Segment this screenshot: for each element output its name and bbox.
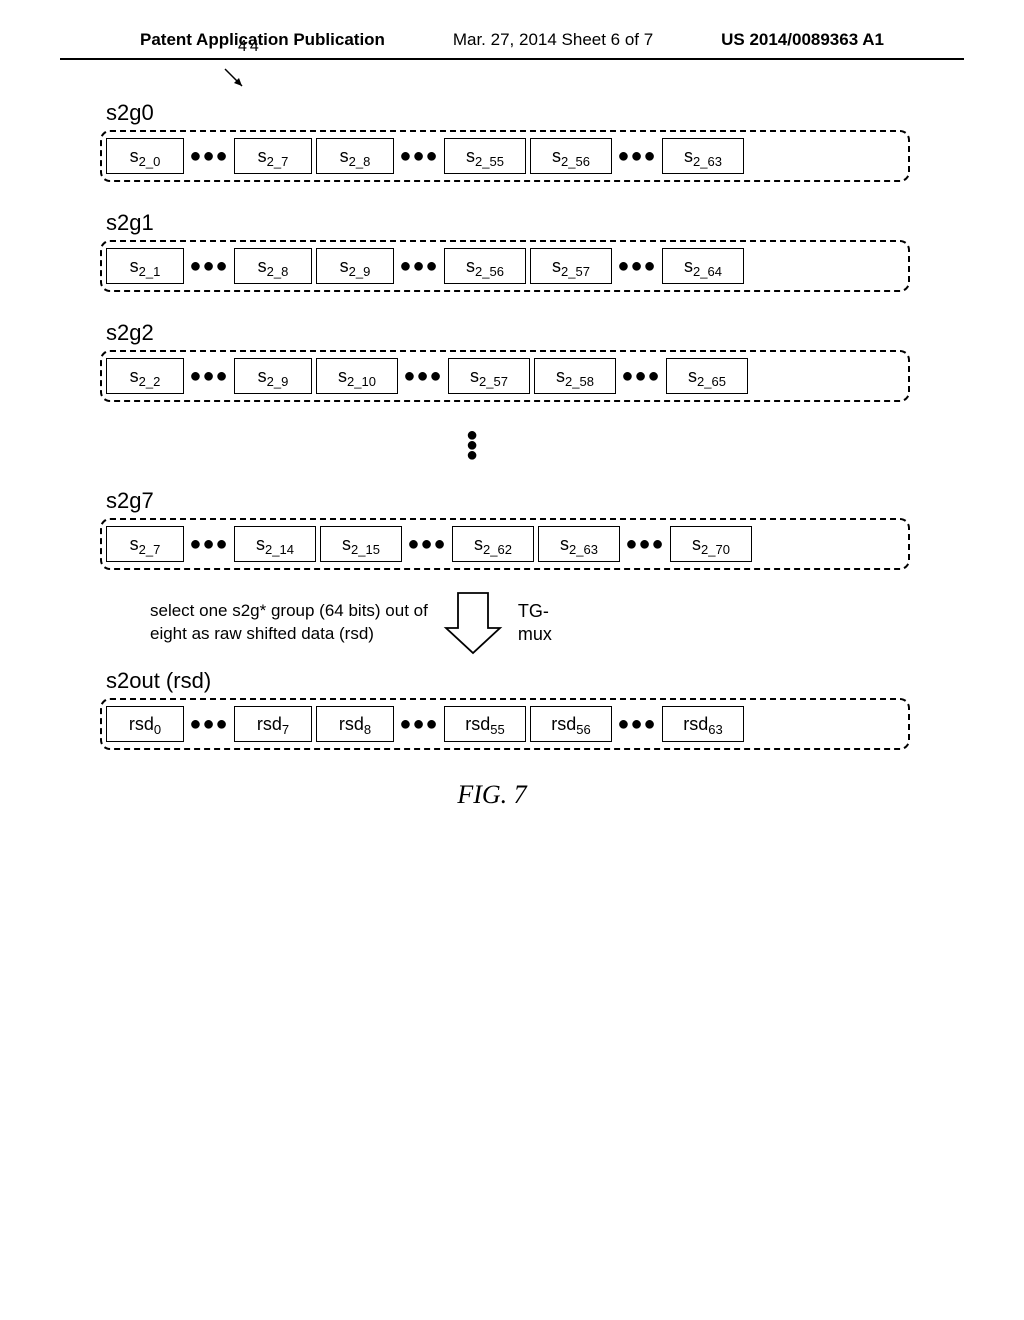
group7-container: s2g7s2_7●●●s2_14s2_15●●●s2_62s2_63●●●s2_… bbox=[100, 488, 924, 570]
ellipsis-icon: ●●● bbox=[188, 365, 230, 388]
register-label: s2g7 bbox=[106, 488, 924, 514]
register-cell: s2_2 bbox=[106, 358, 184, 394]
register-cell: s2_57 bbox=[448, 358, 530, 394]
register-cell: s2_58 bbox=[534, 358, 616, 394]
header-left: Patent Application Publication bbox=[140, 30, 385, 50]
register-cell: s2_10 bbox=[316, 358, 398, 394]
ellipsis-icon: ●●● bbox=[406, 533, 448, 556]
register-row: s2_7●●●s2_14s2_15●●●s2_62s2_63●●●s2_70 bbox=[100, 518, 910, 570]
ellipsis-icon: ●●● bbox=[398, 713, 440, 736]
register-cell: rsd56 bbox=[530, 706, 612, 742]
page-header: Patent Application Publication Mar. 27, … bbox=[60, 0, 964, 60]
register-cell: s2_57 bbox=[530, 248, 612, 284]
down-arrow-icon bbox=[443, 588, 503, 658]
register-cell: s2_9 bbox=[234, 358, 312, 394]
register-cell: rsd7 bbox=[234, 706, 312, 742]
register-label: s2g2 bbox=[106, 320, 924, 346]
register-label: s2out (rsd) bbox=[106, 668, 924, 694]
register-row: s2_1●●●s2_8s2_9●●●s2_56s2_57●●●s2_64 bbox=[100, 240, 910, 292]
register-cell: s2_0 bbox=[106, 138, 184, 174]
register-row: rsd0●●●rsd7rsd8●●●rsd55rsd56●●●rsd63 bbox=[100, 698, 910, 750]
ellipsis-icon: ●●● bbox=[616, 255, 658, 278]
output-container: s2out (rsd)rsd0●●●rsd7rsd8●●●rsd55rsd56●… bbox=[100, 668, 924, 750]
ellipsis-icon: ●●● bbox=[620, 365, 662, 388]
register-cell: s2_7 bbox=[106, 526, 184, 562]
register-row: s2_2●●●s2_9s2_10●●●s2_57s2_58●●●s2_65 bbox=[100, 350, 910, 402]
ellipsis-icon: ●●● bbox=[188, 255, 230, 278]
register-cell: rsd63 bbox=[662, 706, 744, 742]
groups-container: s2g0s2_0●●●s2_7s2_8●●●s2_55s2_56●●●s2_63… bbox=[100, 100, 924, 402]
register-cell: rsd8 bbox=[316, 706, 394, 742]
register-cell: s2_1 bbox=[106, 248, 184, 284]
ellipsis-icon: ●●● bbox=[616, 145, 658, 168]
reference-number: 44 bbox=[220, 35, 250, 91]
register-cell: s2_8 bbox=[316, 138, 394, 174]
diagram-area: 44 s2g0s2_0●●●s2_7s2_8●●●s2_55s2_56●●●s2… bbox=[0, 60, 1024, 810]
register-cell: s2_7 bbox=[234, 138, 312, 174]
ellipsis-icon: ●●● bbox=[398, 145, 440, 168]
ellipsis-icon: ●●● bbox=[624, 533, 666, 556]
ellipsis-icon: ●●● bbox=[402, 365, 444, 388]
ellipsis-icon: ●●● bbox=[398, 255, 440, 278]
figure-caption: FIG. 7 bbox=[80, 780, 904, 810]
register-cell: s2_64 bbox=[662, 248, 744, 284]
register-cell: s2_55 bbox=[444, 138, 526, 174]
ellipsis-icon: ●●● bbox=[188, 533, 230, 556]
vertical-ellipsis: ●●● bbox=[60, 430, 884, 460]
register-cell: s2_63 bbox=[538, 526, 620, 562]
mux-arrow-block: select one s2g* group (64 bits) out of e… bbox=[150, 588, 924, 658]
register-cell: s2_62 bbox=[452, 526, 534, 562]
register-cell: s2_15 bbox=[320, 526, 402, 562]
register-cell: s2_63 bbox=[662, 138, 744, 174]
register-cell: s2_8 bbox=[234, 248, 312, 284]
ellipsis-icon: ●●● bbox=[188, 145, 230, 168]
register-cell: s2_9 bbox=[316, 248, 394, 284]
header-mid: Mar. 27, 2014 Sheet 6 of 7 bbox=[453, 30, 653, 50]
register-label: s2g0 bbox=[106, 100, 924, 126]
register-cell: s2_70 bbox=[670, 526, 752, 562]
register-row: s2_0●●●s2_7s2_8●●●s2_55s2_56●●●s2_63 bbox=[100, 130, 910, 182]
register-label: s2g1 bbox=[106, 210, 924, 236]
register-cell: rsd0 bbox=[106, 706, 184, 742]
ellipsis-icon: ●●● bbox=[188, 713, 230, 736]
header-right: US 2014/0089363 A1 bbox=[721, 30, 884, 50]
ellipsis-icon: ●●● bbox=[616, 713, 658, 736]
register-cell: s2_65 bbox=[666, 358, 748, 394]
register-cell: s2_56 bbox=[530, 138, 612, 174]
arrow-text: select one s2g* group (64 bits) out of e… bbox=[150, 600, 428, 646]
register-cell: s2_14 bbox=[234, 526, 316, 562]
register-cell: rsd55 bbox=[444, 706, 526, 742]
tg-mux-label: TG- mux bbox=[518, 600, 552, 647]
register-cell: s2_56 bbox=[444, 248, 526, 284]
